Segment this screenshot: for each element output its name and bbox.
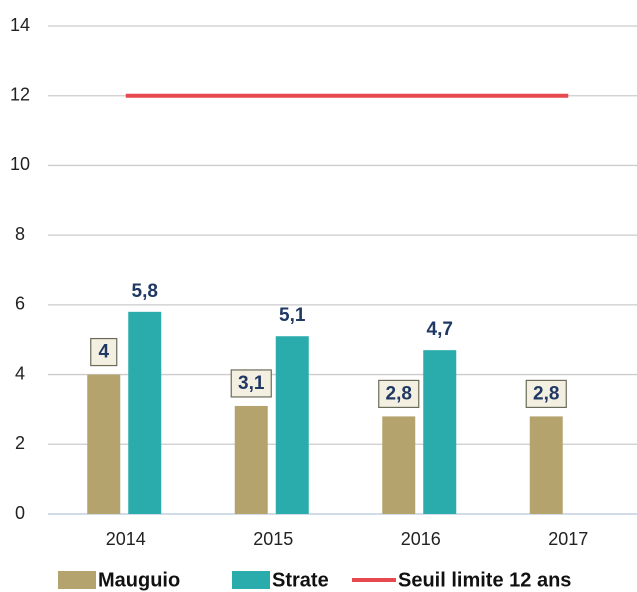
x-tick-label: 2015 xyxy=(253,529,293,549)
label-box xyxy=(90,337,118,367)
label-box xyxy=(378,379,420,408)
x-tick-label: 2017 xyxy=(548,529,588,549)
y-tick-label: 10 xyxy=(10,154,30,174)
value-label: 2,8 xyxy=(386,383,412,404)
bar xyxy=(87,374,121,514)
value-label: 3,1 xyxy=(238,373,265,394)
label-box xyxy=(230,369,272,398)
y-tick-label: 14 xyxy=(10,15,30,35)
value-label: 4 xyxy=(98,342,109,363)
x-tick-label: 2016 xyxy=(401,529,441,549)
label-box xyxy=(525,379,567,408)
bar xyxy=(423,350,457,514)
legend-label: Strate xyxy=(272,569,329,591)
legend-swatch xyxy=(58,571,96,589)
y-tick-label: 6 xyxy=(15,294,25,314)
x-tick-label: 2014 xyxy=(106,529,146,549)
y-tick-label: 12 xyxy=(10,84,30,104)
value-label: 2,8 xyxy=(533,383,559,404)
bar xyxy=(234,405,268,514)
legend-swatch xyxy=(232,571,270,589)
bar xyxy=(275,336,309,514)
value-label: 5,8 xyxy=(132,281,158,302)
value-label: 5,1 xyxy=(279,305,306,326)
y-tick-label: 2 xyxy=(15,433,25,453)
y-tick-label: 8 xyxy=(15,224,25,244)
bar xyxy=(128,311,162,514)
legend-label: Seuil limite 12 ans xyxy=(398,569,571,591)
bar xyxy=(529,416,563,514)
legend-label: Mauguio xyxy=(98,569,180,591)
y-tick-label: 4 xyxy=(15,363,25,383)
y-tick-label: 0 xyxy=(15,503,25,523)
bar xyxy=(382,416,416,514)
value-label: 4,7 xyxy=(427,319,453,340)
